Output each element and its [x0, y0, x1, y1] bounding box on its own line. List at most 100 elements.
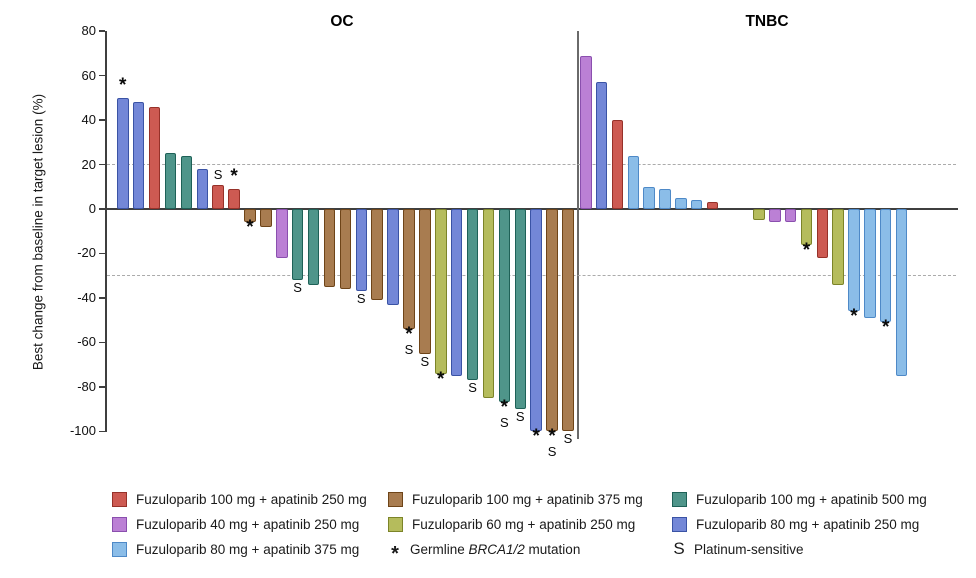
legend-label: Fuzuloparib 100 mg + apatinib 250 mg: [136, 491, 367, 507]
tnbc-bar-12: [784, 209, 797, 223]
tnbc-bar-17: [864, 209, 876, 318]
oc-bar-7: [212, 184, 224, 209]
brca-marker: *: [850, 306, 858, 328]
legend-swatch: [388, 491, 403, 507]
legend-item: Fuzuloparib 100 mg + apatinib 500 mg: [672, 489, 927, 509]
tnbc-bar-1: [580, 55, 592, 209]
brca-marker: *: [548, 426, 556, 448]
y-axis-label: Best change from baseline in target lesi…: [30, 93, 46, 371]
y-tick-mark: [99, 30, 105, 32]
y-tick-label: 80: [81, 23, 96, 39]
y-tick-mark: [99, 386, 105, 388]
panel-title-oc: OC: [330, 13, 354, 30]
legend-label: Germline BRCA1/2 mutation: [410, 542, 580, 557]
oc-bar-9: [244, 209, 256, 223]
tnbc-bar-5: [643, 186, 655, 209]
y-tick-mark: [99, 208, 105, 210]
y-tick-mark: [99, 430, 105, 433]
legend-item: Fuzuloparib 100 mg + apatinib 375 mg: [388, 489, 643, 509]
legend-item: Fuzuloparib 40 mg + apatinib 250 mg: [112, 514, 359, 534]
oc-bar-6: [196, 168, 208, 209]
oc-bar-2: [132, 102, 145, 209]
oc-bar-5: [180, 155, 193, 209]
oc-bar-4: [164, 153, 177, 209]
oc-bar-27: [530, 209, 542, 432]
oc-bar-3: [148, 106, 161, 209]
legend-label: Fuzuloparib 100 mg + apatinib 500 mg: [696, 491, 927, 507]
y-tick-label: 0: [88, 201, 96, 216]
platinum-marker: S: [420, 353, 430, 369]
platinum-marker: S: [515, 409, 525, 425]
brca-marker: *: [532, 426, 540, 448]
y-tick-mark: [99, 297, 105, 299]
oc-bar-1: [117, 97, 129, 209]
oc-bar-11: [276, 209, 288, 258]
oc-bar-19: [403, 209, 415, 330]
oc-bar-21: [435, 209, 447, 374]
panel-separator-line: [577, 31, 579, 439]
y-tick-mark: [99, 252, 105, 255]
platinum-marker: S: [468, 380, 477, 396]
legend-swatch: [112, 491, 127, 507]
tnbc-bar-6: [659, 188, 671, 209]
oc-bar-13: [307, 209, 320, 285]
oc-bar-15: [339, 209, 352, 290]
tnbc-bar-19: [895, 209, 908, 376]
oc-bar-22: [450, 209, 463, 376]
y-tick-mark: [99, 74, 105, 77]
legend-item: * Germline BRCA1/2 mutation: [388, 539, 580, 565]
platinum-marker-symbol: S: [673, 539, 685, 558]
y-tick-label: -20: [77, 245, 96, 261]
oc-bar-29: [562, 209, 574, 432]
legend-label: Fuzuloparib 80 mg + apatinib 250 mg: [696, 516, 920, 532]
legend-item: S Platinum-sensitive: [672, 539, 804, 559]
oc-bar-12: [291, 209, 304, 281]
legend-label: Fuzuloparib 100 mg + apatinib 375 mg: [412, 491, 643, 507]
legend-label: Fuzuloparib 40 mg + apatinib 250 mg: [136, 516, 360, 532]
brca-marker: *: [230, 165, 238, 187]
tnbc-bar-2: [595, 82, 608, 209]
legend-item: Fuzuloparib 100 mg + apatinib 250 mg: [112, 489, 367, 509]
platinum-marker: S: [547, 443, 557, 459]
y-tick-label: 20: [81, 156, 96, 172]
legend-swatch: [112, 541, 127, 557]
oc-bar-18: [387, 209, 399, 305]
legend-label-text: Germline: [410, 541, 469, 557]
y-tick-label: -40: [77, 289, 96, 305]
brca-marker: *: [881, 317, 890, 339]
oc-bar-24: [482, 209, 495, 398]
y-tick-mark: [99, 163, 105, 166]
brca-marker: *: [119, 74, 127, 96]
oc-bar-17: [371, 209, 383, 301]
tnbc-bar-14: [816, 209, 829, 258]
y-tick-mark: [99, 341, 105, 344]
oc-bar-28: [546, 209, 558, 432]
tnbc-bar-4: [627, 155, 640, 209]
legend-item: Fuzuloparib 80 mg + apatinib 375 mg: [112, 539, 359, 559]
tnbc-bar-8: [690, 200, 703, 209]
oc-bar-10: [260, 209, 272, 227]
tnbc-bar-16: [848, 209, 860, 312]
brca-marker: *: [246, 217, 254, 239]
legend-label: Platinum-sensitive: [694, 542, 804, 557]
platinum-marker: S: [213, 166, 223, 182]
legend-label-text: BRCA1/2: [468, 541, 525, 557]
tnbc-bar-9: [706, 202, 719, 209]
tnbc-bar-10: [753, 209, 765, 221]
platinum-marker: S: [500, 414, 509, 430]
platinum-marker: S: [404, 341, 414, 357]
oc-bar-14: [323, 209, 336, 287]
y-tick-mark: [99, 119, 105, 121]
tnbc-bar-3: [611, 120, 624, 209]
platinum-marker: S: [563, 431, 573, 447]
platinum-marker: S: [356, 291, 366, 307]
brca-marker: *: [802, 239, 811, 261]
tnbc-bar-7: [675, 197, 687, 209]
y-axis-line: [105, 31, 107, 432]
legend-label: Fuzuloparib 80 mg + apatinib 375 mg: [136, 541, 360, 557]
tnbc-bar-18: [879, 209, 892, 323]
brca-marker: *: [405, 324, 413, 346]
y-tick-label: -100: [69, 423, 96, 439]
legend-label-text: mutation: [524, 541, 581, 557]
tnbc-bar-15: [832, 209, 844, 285]
